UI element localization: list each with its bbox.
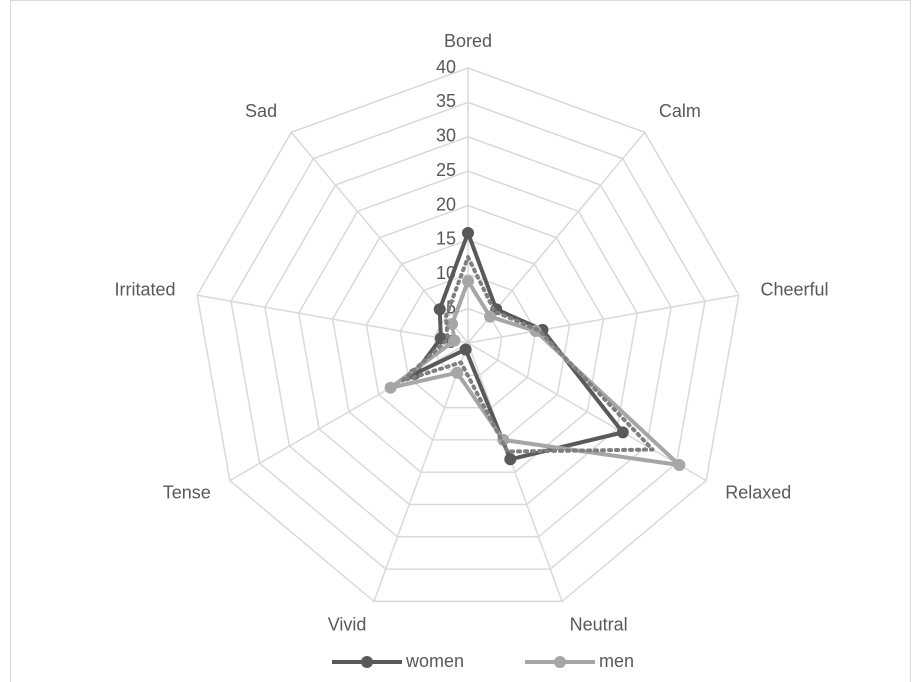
- series-marker: [462, 275, 474, 288]
- series-marker: [673, 459, 686, 472]
- category-label: Tense: [163, 482, 211, 502]
- category-label: Calm: [659, 101, 701, 121]
- category-label: Sad: [245, 101, 277, 121]
- category-label: Bored: [444, 31, 492, 51]
- series-marker: [484, 310, 497, 323]
- spoke: [373, 342, 469, 602]
- legend-marker: [361, 656, 373, 668]
- y-tick-label: 20: [436, 194, 456, 214]
- category-label: Relaxed: [725, 482, 791, 502]
- series-line: [412, 231, 625, 462]
- legend-marker: [554, 656, 566, 668]
- grid-line: [264, 135, 672, 538]
- category-label: Irritated: [114, 279, 175, 299]
- y-tick-label: 35: [436, 91, 456, 111]
- series-marker: [433, 303, 446, 316]
- series-marker: [459, 343, 472, 356]
- series-marker: [462, 227, 474, 239]
- y-tick-label: 30: [436, 126, 456, 146]
- series-marker: [384, 381, 397, 394]
- y-tick-label: 25: [436, 160, 456, 180]
- legend-label: men: [599, 651, 634, 671]
- series-marker: [616, 426, 629, 439]
- grid-line: [331, 204, 605, 473]
- category-label: Vivid: [328, 615, 367, 635]
- chart-border: [10, 0, 911, 682]
- series-marker: [451, 366, 464, 379]
- category-label: Cheerful: [760, 279, 828, 299]
- series-marker: [504, 453, 517, 466]
- spoke: [467, 342, 707, 482]
- series-line: [388, 279, 682, 468]
- y-tick-label: 40: [436, 57, 456, 77]
- legend-label: women: [405, 651, 464, 671]
- series-marker: [446, 318, 459, 331]
- grid-line: [365, 239, 571, 441]
- grid-line: [297, 170, 639, 506]
- series-marker: [448, 334, 461, 347]
- spoke: [467, 342, 563, 602]
- grid-line: [399, 273, 537, 409]
- grid-line: [196, 67, 740, 603]
- spoke: [467, 294, 739, 344]
- y-tick-label: 15: [436, 229, 456, 249]
- series-line: [400, 255, 655, 454]
- spoke: [197, 294, 469, 344]
- grid-line: [230, 101, 706, 570]
- category-label: Neutral: [570, 615, 628, 635]
